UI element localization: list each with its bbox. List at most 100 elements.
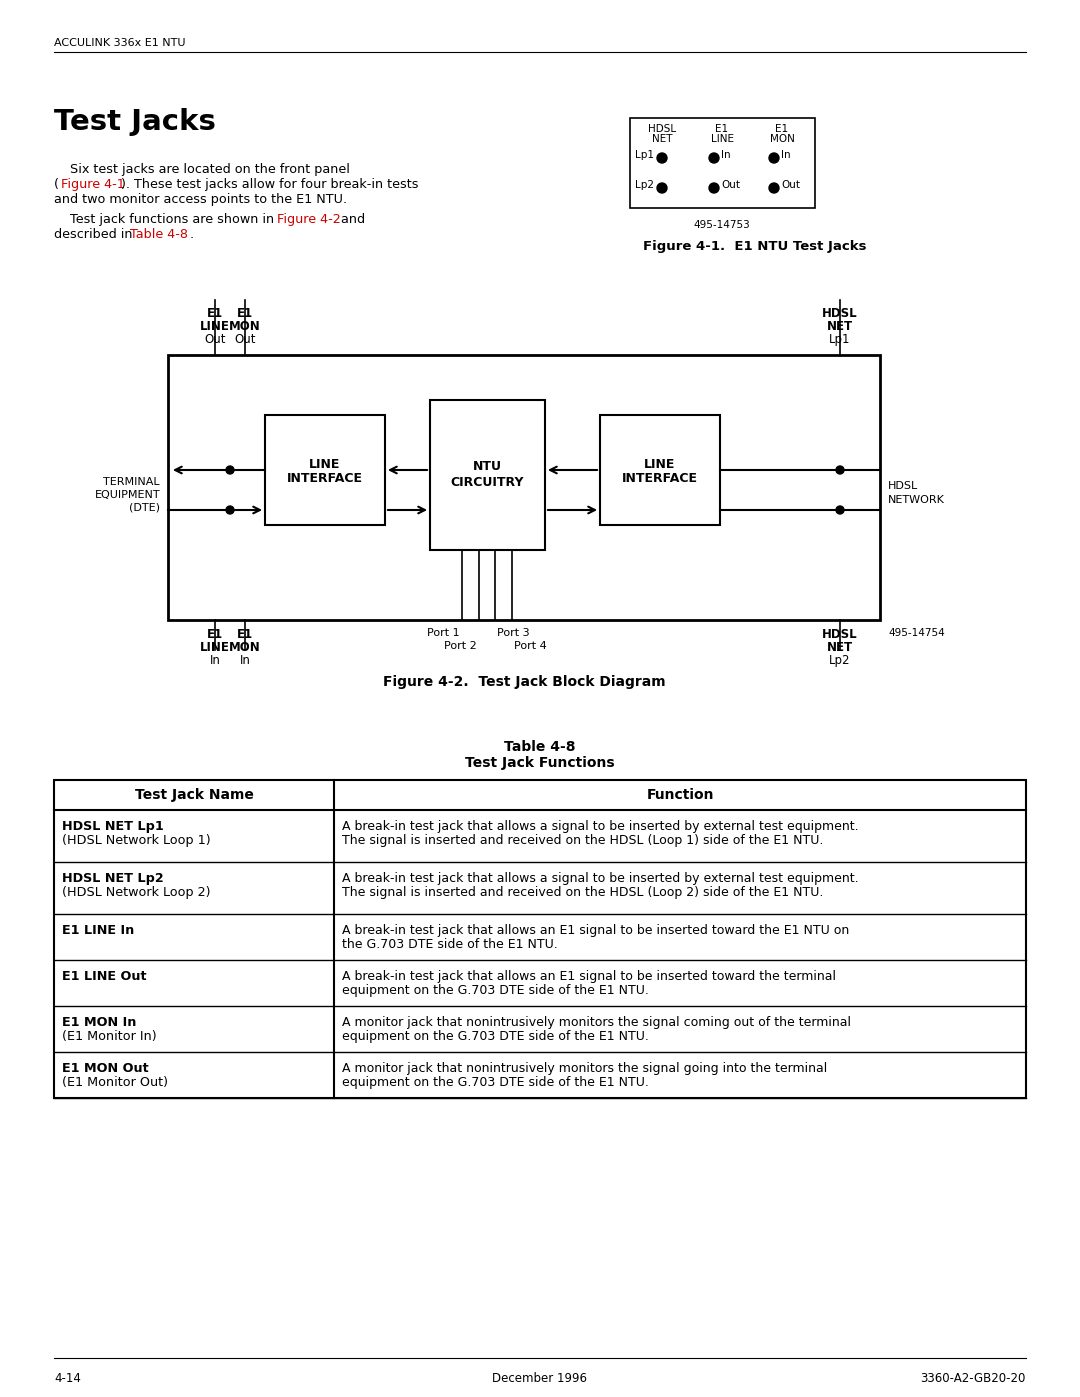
Bar [600,415,720,525]
Text: (: ( [54,177,59,191]
Circle shape [226,467,234,474]
Text: Test Jack Name: Test Jack Name [135,788,254,802]
Circle shape [836,467,843,474]
Text: NET: NET [827,320,853,332]
Text: E1 MON Out: E1 MON Out [62,1062,149,1076]
Text: ACCULINK 336x E1 NTU: ACCULINK 336x E1 NTU [54,38,186,47]
Text: The signal is inserted and received on the HDSL (Loop 2) side of the E1 NTU.: The signal is inserted and received on t… [342,886,823,900]
Text: Table 4-8: Table 4-8 [504,740,576,754]
Text: EQUIPMENT: EQUIPMENT [94,490,160,500]
Text: and: and [337,212,365,226]
Text: Figure 4-2.  Test Jack Block Diagram: Figure 4-2. Test Jack Block Diagram [382,675,665,689]
Bar [630,117,815,208]
Text: In: In [210,654,220,666]
Text: E1 MON In: E1 MON In [62,1016,136,1030]
Text: Out: Out [204,332,226,346]
Text: LINE: LINE [309,457,340,471]
Text: A monitor jack that nonintrusively monitors the signal coming out of the termina: A monitor jack that nonintrusively monit… [342,1016,851,1030]
Text: Port 4: Port 4 [514,641,546,651]
Text: NETWORK: NETWORK [888,495,945,504]
Text: In: In [240,654,251,666]
Text: NTU: NTU [473,461,501,474]
Text: NET: NET [827,641,853,654]
Text: .: . [190,228,194,242]
Text: equipment on the G.703 DTE side of the E1 NTU.: equipment on the G.703 DTE side of the E… [342,1076,649,1090]
Text: Lp2: Lp2 [829,654,851,666]
Text: Figure 4-1.  E1 NTU Test Jacks: Figure 4-1. E1 NTU Test Jacks [644,240,867,253]
Text: Test Jacks: Test Jacks [54,108,216,136]
Text: E1: E1 [775,124,788,134]
Text: CIRCUITRY: CIRCUITRY [450,476,524,489]
Text: HDSL: HDSL [888,481,918,490]
Text: (E1 Monitor Out): (E1 Monitor Out) [62,1076,168,1090]
Text: Lp1: Lp1 [635,149,654,161]
Text: Lp2: Lp2 [635,180,654,190]
Text: Figure 4-1: Figure 4-1 [60,177,125,191]
Text: E1: E1 [207,307,224,320]
Bar [430,400,545,550]
Text: Port 3: Port 3 [497,629,529,638]
Text: E1: E1 [207,629,224,641]
Text: MON: MON [229,320,261,332]
Text: A break-in test jack that allows an E1 signal to be inserted toward the E1 NTU o: A break-in test jack that allows an E1 s… [342,923,849,937]
Bar [54,780,1026,1098]
Text: NET: NET [651,134,672,144]
Text: Figure 4-2: Figure 4-2 [276,212,341,226]
Circle shape [708,154,719,163]
Text: HDSL NET Lp1: HDSL NET Lp1 [62,820,164,833]
Text: MON: MON [770,134,795,144]
Text: the G.703 DTE side of the E1 NTU.: the G.703 DTE side of the E1 NTU. [342,937,557,951]
Circle shape [226,506,234,514]
Text: E1: E1 [715,124,729,134]
Text: 3360-A2-GB20-20: 3360-A2-GB20-20 [920,1372,1026,1384]
Text: ). These test jacks allow for four break-in tests: ). These test jacks allow for four break… [121,177,419,191]
Text: LINE: LINE [711,134,733,144]
Text: A break-in test jack that allows a signal to be inserted by external test equipm: A break-in test jack that allows a signa… [342,820,859,833]
Text: A break-in test jack that allows a signal to be inserted by external test equipm: A break-in test jack that allows a signa… [342,872,859,886]
Text: (HDSL Network Loop 2): (HDSL Network Loop 2) [62,886,211,900]
Circle shape [657,154,667,163]
Text: Out: Out [721,180,740,190]
Circle shape [836,506,843,514]
Text: equipment on the G.703 DTE side of the E1 NTU.: equipment on the G.703 DTE side of the E… [342,1030,649,1044]
Text: LINE: LINE [200,641,230,654]
Text: 4-14: 4-14 [54,1372,81,1384]
Text: A break-in test jack that allows an E1 signal to be inserted toward the terminal: A break-in test jack that allows an E1 s… [342,970,836,983]
Text: 495-14753: 495-14753 [693,219,751,231]
Text: (DTE): (DTE) [129,503,160,513]
Text: Port 1: Port 1 [428,629,460,638]
Circle shape [708,183,719,193]
Circle shape [769,154,779,163]
Text: HDSL NET Lp2: HDSL NET Lp2 [62,872,164,886]
Text: INTERFACE: INTERFACE [287,472,363,485]
Text: HDSL: HDSL [822,307,858,320]
Text: Table 4-8: Table 4-8 [130,228,188,242]
Text: Out: Out [234,332,256,346]
Text: LINE: LINE [200,320,230,332]
Text: E1 LINE Out: E1 LINE Out [62,970,147,983]
Bar [168,355,880,620]
Circle shape [769,183,779,193]
Text: LINE: LINE [645,457,676,471]
Text: Test Jack Functions: Test Jack Functions [465,756,615,770]
Text: E1 LINE In: E1 LINE In [62,923,134,937]
Text: December 1996: December 1996 [492,1372,588,1384]
Text: Port 2: Port 2 [444,641,477,651]
Text: Function: Function [646,788,714,802]
Text: A monitor jack that nonintrusively monitors the signal going into the terminal: A monitor jack that nonintrusively monit… [342,1062,827,1076]
Text: E1: E1 [237,629,253,641]
Text: (E1 Monitor In): (E1 Monitor In) [62,1030,157,1044]
Circle shape [657,183,667,193]
Text: Lp1: Lp1 [829,332,851,346]
Text: MON: MON [229,641,261,654]
Text: Out: Out [781,180,800,190]
Text: E1: E1 [237,307,253,320]
Text: Six test jacks are located on the front panel: Six test jacks are located on the front … [54,163,350,176]
Text: INTERFACE: INTERFACE [622,472,698,485]
Text: The signal is inserted and received on the HDSL (Loop 1) side of the E1 NTU.: The signal is inserted and received on t… [342,834,823,847]
Text: In: In [781,149,791,161]
Text: Test jack functions are shown in: Test jack functions are shown in [54,212,279,226]
Text: described in: described in [54,228,136,242]
Text: 495-14754: 495-14754 [888,629,945,638]
Bar [265,415,384,525]
